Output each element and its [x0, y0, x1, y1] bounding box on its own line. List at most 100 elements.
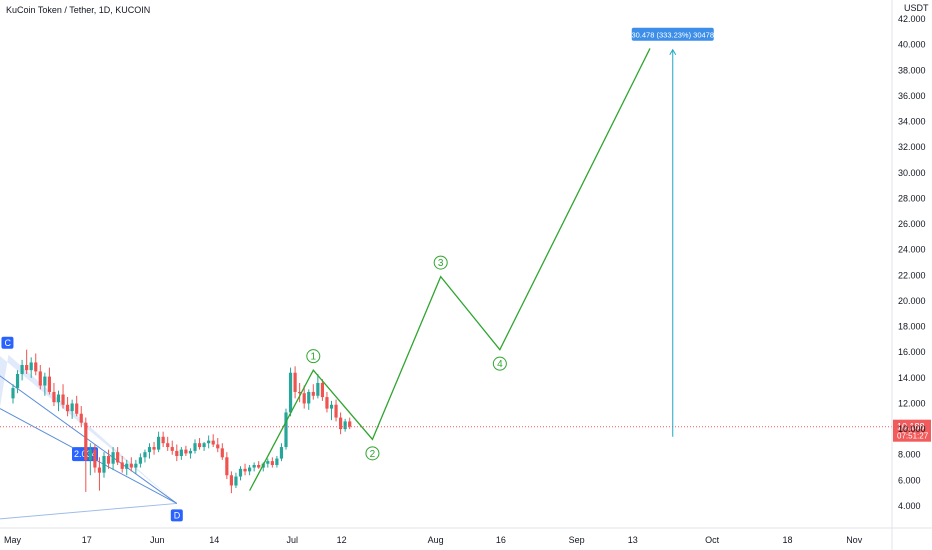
candle — [229, 471, 233, 494]
candle-body — [320, 382, 324, 398]
candle — [193, 439, 197, 454]
candle — [134, 459, 138, 474]
candle — [43, 372, 47, 396]
candle-body — [152, 447, 156, 450]
candle-body — [29, 362, 33, 371]
candle — [166, 436, 170, 451]
target-measure: 30.478 (333.23%) 30478 — [631, 27, 714, 437]
x-tick-label: Nov — [846, 535, 863, 545]
candle — [234, 472, 238, 489]
candle — [266, 458, 270, 468]
candle-body — [56, 394, 61, 403]
candle-body — [93, 449, 97, 468]
candle — [88, 443, 92, 476]
wave-label: 1 — [311, 352, 317, 363]
x-tick-label: 12 — [337, 535, 347, 545]
candle — [97, 457, 102, 491]
candle — [125, 459, 129, 476]
candle — [343, 418, 347, 432]
candle — [311, 384, 315, 400]
y-tick-label: 10.000 — [898, 424, 926, 434]
candle-body — [202, 443, 206, 448]
y-tick-label: 26.000 — [898, 219, 926, 229]
abcd-pattern: CD2.034 — [0, 336, 183, 522]
candle — [66, 397, 70, 417]
candle — [334, 399, 338, 422]
candle-body — [20, 365, 24, 374]
candle — [207, 435, 211, 449]
wave-path — [249, 48, 651, 491]
y-tick-label: 16.000 — [898, 347, 926, 357]
candle-body — [129, 463, 133, 468]
y-tick-label: 6.000 — [898, 475, 921, 485]
candle — [93, 444, 97, 473]
candle — [11, 384, 15, 404]
candle-body — [66, 404, 70, 412]
candle — [75, 395, 79, 417]
candle — [298, 382, 302, 403]
x-tick-label: Sep — [569, 535, 585, 545]
wave-label: 2 — [370, 449, 376, 460]
candle — [29, 357, 33, 378]
candle-body — [47, 376, 51, 392]
candle-body — [25, 365, 29, 371]
candle-body — [302, 393, 306, 404]
candle-body — [316, 382, 320, 396]
measure-arrowhead — [669, 48, 677, 56]
candle-body — [179, 449, 183, 457]
candle — [70, 399, 74, 419]
chart-title: KuCoin Token / Tether, 1D, KUCOIN — [6, 5, 150, 15]
candle — [238, 466, 243, 481]
candle-body — [229, 475, 233, 486]
last-price-value: 10.188 — [897, 422, 925, 432]
candle-body — [329, 404, 334, 409]
candle-body — [248, 467, 252, 472]
candle-body — [193, 443, 197, 451]
candle-body — [275, 458, 279, 465]
candle-body — [293, 372, 297, 392]
candle-body — [38, 371, 42, 386]
candle — [325, 391, 329, 413]
y-tick-label: 24.000 — [898, 245, 926, 255]
candle-body — [257, 464, 261, 468]
candle-body — [125, 463, 129, 469]
candle-body — [339, 417, 343, 430]
candle-body — [97, 467, 102, 473]
candle-body — [216, 444, 220, 449]
candle-body — [234, 476, 238, 486]
candle-body — [166, 443, 170, 448]
y-tick-label: 32.000 — [898, 142, 926, 152]
candle-body — [243, 468, 247, 472]
x-tick-label: 17 — [82, 535, 92, 545]
wave-label: 4 — [497, 359, 503, 370]
candle — [348, 417, 352, 430]
candle-body — [11, 388, 15, 399]
candle — [339, 412, 343, 435]
candle-body — [79, 413, 83, 423]
point-d-badge — [170, 509, 183, 522]
candle-body — [266, 461, 270, 464]
wave-marker — [433, 255, 448, 270]
candle — [56, 390, 61, 412]
x-tick-label: 13 — [628, 535, 638, 545]
candle-body — [170, 447, 174, 451]
candle — [225, 452, 229, 480]
candle-body — [279, 447, 284, 459]
candle-body — [207, 440, 211, 444]
candlesticks — [11, 349, 352, 494]
y-tick-label: 12.000 — [898, 398, 926, 408]
last-price-badge — [893, 419, 931, 442]
candle-body — [147, 447, 152, 453]
candle-body — [311, 391, 315, 396]
measure-label-badge — [631, 27, 714, 41]
candle — [52, 382, 56, 407]
candle-body — [84, 422, 88, 460]
candle — [270, 457, 274, 468]
candle — [243, 463, 247, 476]
candle — [161, 431, 165, 448]
y-tick-label: 18.000 — [898, 322, 926, 332]
